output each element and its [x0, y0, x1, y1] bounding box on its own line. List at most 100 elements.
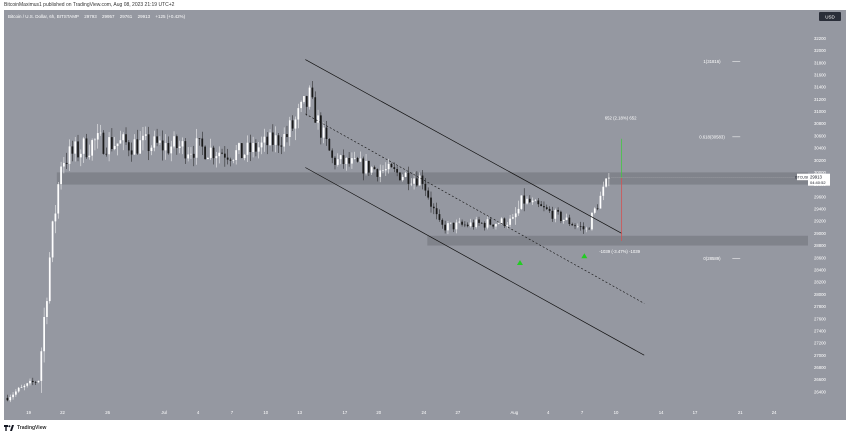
candle: [181, 137, 184, 155]
candle: [178, 140, 181, 154]
candle-body: [348, 157, 350, 164]
candle: [34, 380, 37, 385]
resistance-band: [56, 172, 808, 185]
candle: [88, 144, 91, 160]
fib-level-label: 0(28589): [703, 256, 721, 261]
candle-body: [190, 153, 192, 155]
candle-body: [576, 226, 579, 227]
candle: [608, 173, 610, 187]
candle: [153, 130, 156, 152]
x-tick-label: 14: [659, 410, 664, 415]
candle-body: [40, 351, 43, 381]
candle-body: [560, 211, 562, 222]
candle-body: [523, 195, 526, 204]
candle-body: [161, 140, 164, 151]
candle: [94, 138, 96, 151]
candle-body: [271, 132, 274, 145]
candle: [77, 134, 79, 162]
candle-body: [424, 183, 427, 191]
y-tick-label: 28000: [814, 292, 827, 297]
candle: [269, 129, 271, 146]
candle-body: [23, 385, 26, 388]
candle-body: [263, 136, 266, 143]
candle-body: [317, 115, 319, 123]
y-tick-label: 30000: [814, 170, 827, 175]
candle-body: [153, 136, 156, 148]
candle-body: [345, 157, 348, 165]
candle-body: [34, 382, 37, 383]
candle: [209, 138, 212, 160]
candle-body: [246, 142, 249, 155]
candle: [249, 134, 252, 162]
candle-body: [362, 158, 365, 174]
candle-body: [543, 206, 545, 208]
candle: [139, 131, 142, 154]
candle-body: [308, 87, 311, 107]
candle: [167, 136, 170, 155]
tradingview-logo-icon: [4, 425, 14, 431]
x-tick-label: 4: [547, 410, 550, 415]
candle: [455, 219, 458, 234]
candle: [506, 221, 509, 229]
candle: [297, 103, 300, 129]
candle-body: [212, 147, 215, 159]
candle-body: [240, 143, 243, 159]
candle-body: [602, 186, 605, 196]
candle-body: [94, 139, 96, 141]
candle-body: [102, 132, 105, 154]
candle-body: [198, 138, 201, 139]
candle: [430, 191, 432, 213]
candle: [492, 224, 495, 229]
candle-body: [195, 138, 198, 158]
candle-body: [48, 257, 51, 302]
candle-body: [294, 119, 297, 129]
candle: [54, 205, 57, 234]
y-tick-label: 27400: [814, 328, 827, 333]
candle-body: [353, 158, 356, 159]
candle-body: [452, 222, 455, 230]
candle-body: [506, 224, 509, 226]
candle: [192, 145, 195, 167]
published-text: BitcoinMaximus1 published on TradingView…: [4, 2, 175, 8]
candle: [113, 136, 116, 151]
candle-body: [181, 141, 184, 147]
candle-body: [472, 222, 475, 228]
candle: [229, 157, 232, 167]
price-symbol-box: [797, 173, 808, 181]
candle: [240, 143, 243, 159]
candle: [51, 220, 54, 263]
candle-body: [334, 157, 336, 165]
channel-upper-line: [305, 59, 622, 234]
candle-body: [51, 221, 54, 258]
candle: [125, 127, 127, 145]
candle-body: [229, 159, 232, 161]
price-value: 29913: [810, 175, 823, 180]
candle-body: [368, 160, 370, 173]
candle: [517, 200, 520, 216]
candle-body: [139, 140, 142, 154]
candle: [161, 130, 164, 161]
y-tick-label: 27000: [814, 353, 827, 358]
price-symbol: BTCUSD: [795, 176, 810, 180]
candle-body: [373, 167, 376, 170]
currency-label: USD: [825, 15, 835, 20]
candle: [489, 217, 492, 226]
candle: [362, 156, 365, 181]
candle-body: [435, 208, 438, 215]
candle: [447, 220, 449, 235]
chart-area[interactable]: [4, 10, 846, 420]
y-tick-label: 26600: [814, 377, 827, 382]
candle: [111, 128, 113, 152]
candle-body: [480, 222, 483, 224]
candle-body: [63, 162, 65, 167]
candle: [421, 170, 424, 190]
candle: [562, 219, 565, 224]
candle: [444, 220, 446, 234]
candle-body: [133, 139, 136, 155]
candle-body: [280, 145, 283, 147]
candle: [469, 218, 472, 228]
candle: [472, 219, 475, 230]
candle: [46, 297, 48, 325]
candle-body: [418, 175, 421, 186]
